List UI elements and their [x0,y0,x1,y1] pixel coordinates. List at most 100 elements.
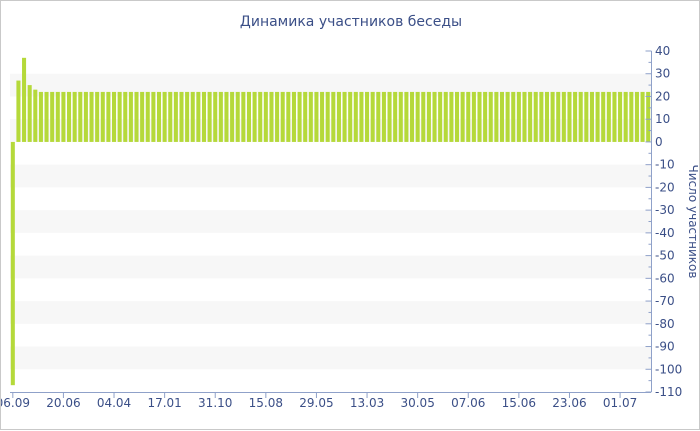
bar-78 [449,91,454,142]
bar-2 [22,57,27,142]
bar-59 [342,91,347,142]
bar-14 [89,91,94,142]
bar-10 [67,91,72,142]
bar-71 [410,91,415,142]
bar-66 [381,91,386,142]
bar-19 [117,91,122,142]
bar-22 [134,91,139,142]
bar-6 [44,91,49,142]
y-tick-label: 40 [655,44,670,58]
x-tick-label: 23.06 [552,396,586,410]
y-axis: 40 30 20 10 0 -10 -20 -30 -40 -50 -60 -70 -80 -90 -100… [645,44,682,399]
bar-58 [336,91,341,142]
bar-93 [533,91,538,142]
bar-81 [466,91,471,142]
bar-84 [483,91,488,142]
bar-113 [646,91,651,142]
bar-40 [235,91,240,142]
bar-43 [252,91,257,142]
bar-18 [112,91,117,142]
bar-69 [398,91,403,142]
bar-28 [168,91,173,142]
y-tick-label: -50 [655,249,675,263]
bar-48 [280,91,285,142]
bar-65 [376,91,381,142]
bar-30 [179,91,184,142]
x-tick-label: 17.01 [147,396,181,410]
x-tick-label: 15.06 [502,396,536,410]
y-tick-label: 30 [655,67,670,81]
bar-33 [196,91,201,142]
bar-60 [348,91,353,142]
grid-band [10,301,651,324]
bar-61 [353,91,358,142]
bar-62 [359,91,364,142]
y-tick-label: 10 [655,112,670,126]
x-tick-label: 30.05 [400,396,434,410]
bar-87 [499,91,505,142]
bar-83 [477,91,482,142]
y-tick-label: -40 [655,226,675,240]
bar-47 [275,91,280,142]
bar-3 [27,85,32,142]
bar-11 [72,91,77,142]
bar-31 [185,91,190,142]
bar-50 [291,91,296,142]
bar-46 [269,91,274,142]
bar-49 [286,91,291,142]
y-tick-label: -110 [655,385,682,399]
x-axis: 06.09 20.06 04.04 17.01 31.10 15.08 29.05 13.03… [1,392,651,410]
bar-57 [331,91,336,142]
bar-26 [156,91,162,142]
grid-band [10,210,651,233]
bar-106 [606,91,611,142]
x-tick-label: 04.04 [97,396,131,410]
bar-88 [505,91,510,142]
bar-56 [325,91,330,142]
y-tick-label: -20 [655,180,675,194]
bar-37 [218,91,223,142]
bar-96 [550,91,555,142]
bar-9 [61,91,66,142]
bar-112 [640,91,645,142]
bar-8 [55,91,60,142]
bar-103 [589,91,594,142]
bar-53 [308,91,313,142]
bar-111 [634,91,639,142]
bar-15 [95,91,100,142]
bar-44 [258,91,263,142]
y-tick-label: 0 [655,135,663,149]
y-tick-label: 20 [655,89,670,103]
bar-85 [488,91,493,142]
bar-38 [224,91,229,142]
bar-105 [601,91,606,142]
x-tick-label: 06.09 [1,396,30,410]
bar-0 [10,141,15,386]
grid-band [10,73,651,97]
grid-band [10,119,651,142]
bar-24 [145,91,150,142]
y-tick-label: -70 [655,294,675,308]
bar-91 [522,91,527,142]
bar-74 [426,91,431,142]
bar-23 [140,91,145,142]
x-tick-label: 29.05 [299,396,333,410]
bar-79 [454,91,460,142]
bar-21 [128,91,133,142]
bar-104 [595,91,600,142]
bar-32 [190,91,195,142]
bar-36 [213,91,218,142]
bar-13 [83,91,88,142]
bar-16 [100,91,105,142]
bar-4 [33,89,38,142]
grid-band [10,346,651,370]
x-tick-label: 31.10 [198,396,232,410]
bar-76 [438,91,443,142]
bar-68 [393,91,398,142]
bar-94 [539,91,544,142]
bar-108 [618,91,623,142]
bar-41 [241,91,246,142]
bar-72 [415,91,420,142]
